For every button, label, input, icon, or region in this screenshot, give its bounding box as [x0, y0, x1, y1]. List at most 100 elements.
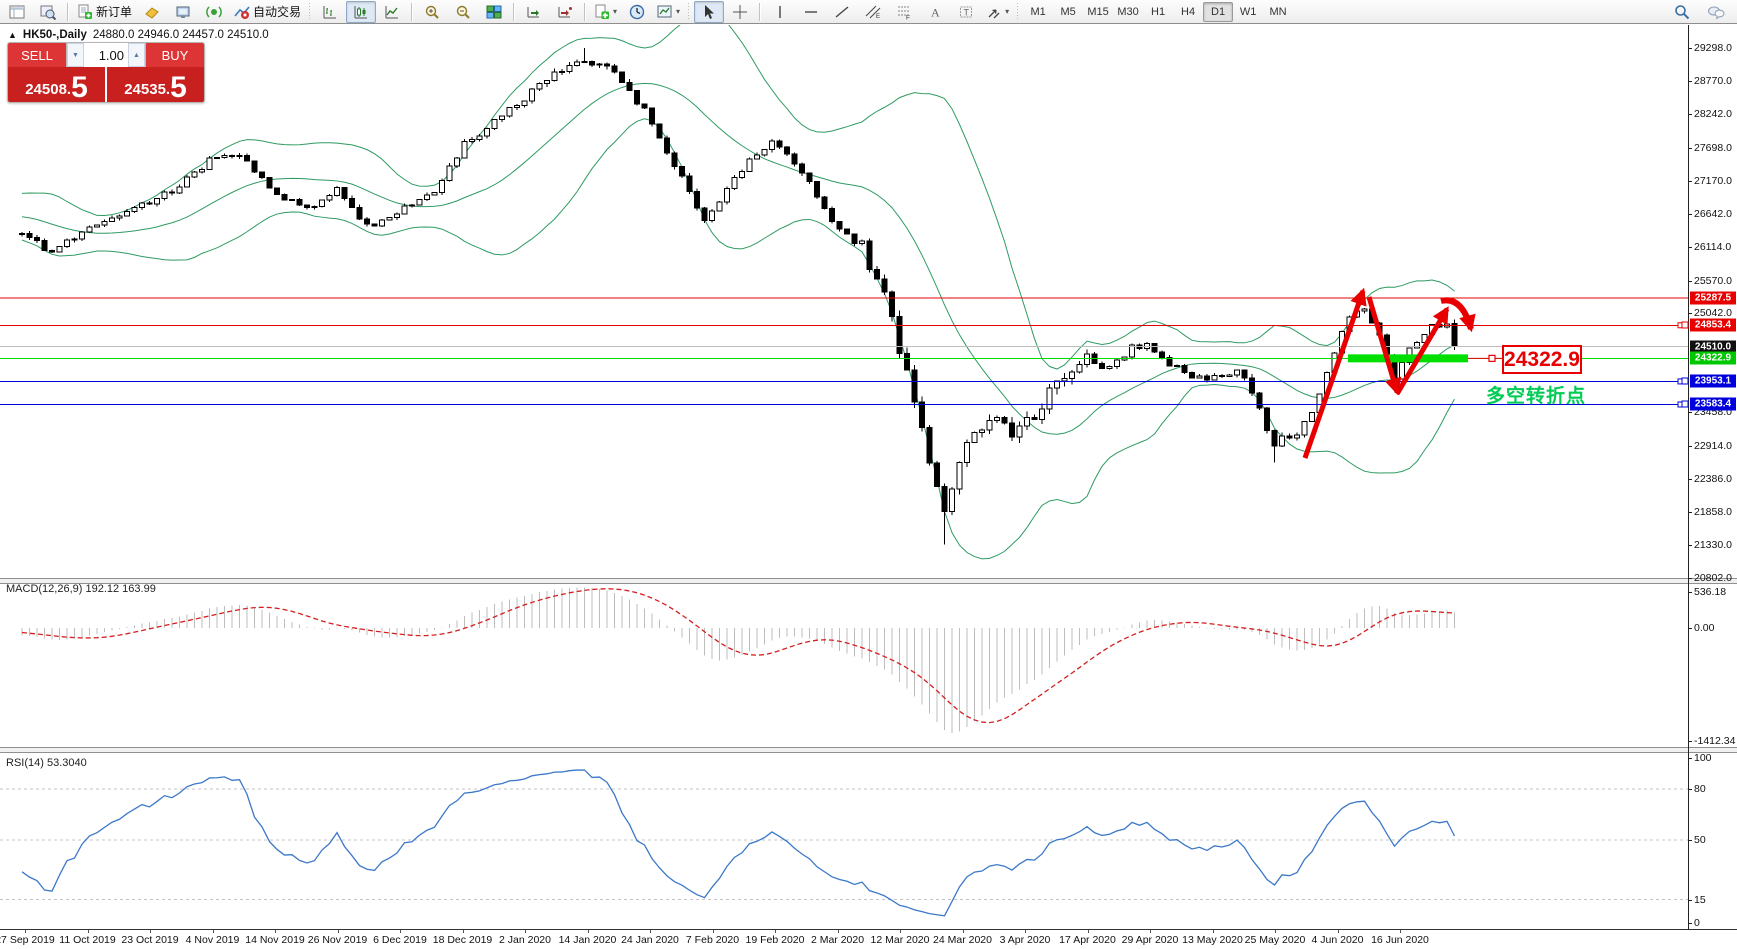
signals-button[interactable] — [199, 1, 229, 23]
price-tick-label: 29298.0 — [1694, 42, 1732, 54]
terminal-button[interactable] — [168, 1, 198, 23]
templates-button[interactable]: ▾ — [653, 1, 684, 23]
buy-button[interactable]: BUY — [146, 43, 204, 67]
price-tick-mark — [1688, 180, 1692, 182]
add-indicator-button[interactable]: ▾ — [590, 1, 621, 23]
trend-arrow-annotations[interactable] — [1302, 287, 1476, 459]
line-chart-button[interactable] — [377, 1, 407, 23]
dropdown-caret: ▾ — [613, 7, 618, 16]
toolbar-grip[interactable] — [1016, 2, 1021, 21]
signals-icon — [206, 5, 222, 18]
price-line-badge: 24322.9 — [1690, 351, 1736, 365]
svg-text:E: E — [876, 14, 880, 20]
candlestick-icon — [354, 5, 368, 18]
timeframe-button-m5[interactable]: M5 — [1060, 5, 1076, 18]
price-tick-mark — [1688, 412, 1692, 414]
pivot-annotation-text[interactable]: 多空转折点 — [1486, 386, 1587, 407]
zoom-in-button[interactable] — [417, 1, 447, 23]
one-click-panel-toggle[interactable]: ▲ — [8, 30, 17, 40]
time-tick-label: 27 Sep 2019 — [0, 934, 55, 946]
fibonacci-tool-button[interactable]: F — [889, 1, 919, 23]
equidistant-channel-tool-button[interactable]: E — [858, 1, 888, 23]
time-tick-label: 2 Jan 2020 — [499, 934, 551, 946]
price-tick-label: 25042.0 — [1694, 307, 1732, 320]
sell-button[interactable]: SELL — [8, 43, 66, 67]
time-tick-mark — [337, 930, 339, 933]
macd-tick-mark — [1688, 741, 1692, 742]
sell-price[interactable]: 24508. 5 — [8, 67, 107, 102]
cursor-tool-button[interactable] — [694, 0, 725, 23]
pane-splitter-rsi[interactable] — [0, 747, 1737, 753]
price-line-badge: 24510.0 — [1690, 340, 1736, 354]
line-handle — [1681, 321, 1689, 329]
price-chart-canvas[interactable] — [0, 25, 1737, 949]
candlestick-chart-button[interactable] — [346, 0, 377, 23]
time-tick-mark — [1212, 930, 1214, 933]
auto-scroll-button[interactable] — [519, 1, 549, 23]
text-label-tool-button[interactable]: T — [951, 1, 981, 23]
dropdown-caret: ▾ — [1005, 7, 1010, 16]
timeframe-button-m30[interactable]: M30 — [1117, 5, 1139, 18]
time-tick-label: 18 Dec 2019 — [432, 934, 493, 946]
timeframe-button-w1[interactable]: W1 — [1239, 5, 1257, 18]
timeframe-button-h1[interactable]: H1 — [1151, 5, 1166, 18]
macd-indicator — [21, 587, 1455, 734]
zoom-out-button[interactable] — [448, 1, 478, 23]
time-tick-mark — [1087, 930, 1089, 933]
timeframe-button-m15[interactable]: M15 — [1087, 5, 1109, 18]
volume-input[interactable]: 1.00 — [98, 47, 124, 63]
toolbar-grip[interactable] — [687, 2, 692, 21]
timeframe-button-mn[interactable]: MN — [1269, 5, 1287, 18]
time-tick-label: 2 Mar 2020 — [810, 934, 865, 946]
new-order-label: 新订单 — [96, 5, 133, 19]
chart-shift-button[interactable] — [550, 1, 580, 23]
price-tick-mark — [1688, 48, 1692, 49]
period-button[interactable] — [622, 1, 652, 23]
trendline-tool-button[interactable] — [827, 1, 857, 23]
timeframe-button-h4[interactable]: H4 — [1181, 5, 1196, 18]
time-tick-label: 11 Oct 2019 — [59, 934, 116, 946]
svg-text:A: A — [931, 5, 940, 19]
new-order-button[interactable]: 新订单 — [73, 1, 136, 23]
volume-increase-button[interactable]: ▲ — [128, 43, 145, 67]
ohlc-values: 24880.0 24946.0 24457.0 24510.0 — [92, 29, 269, 41]
vertical-line-tool-button[interactable] — [765, 1, 795, 23]
tile-windows-button[interactable] — [479, 1, 509, 23]
horizontal-line-tool-button[interactable] — [796, 1, 826, 23]
rsi-tick-label: 50 — [1694, 834, 1706, 846]
time-axis[interactable]: 27 Sep 2019 11 Oct 2019 23 Oct 2019 4 Nov 2… — [0, 930, 1737, 949]
timeframe-button-m1[interactable]: M1 — [1030, 5, 1046, 18]
crosshair-tool-button[interactable] — [725, 1, 755, 23]
time-tick-label: 4 Nov 2019 — [185, 934, 240, 946]
volume-decrease-button[interactable]: ▼ — [67, 43, 84, 67]
text-tool-button[interactable]: A — [920, 1, 950, 23]
market-watch-button[interactable] — [2, 1, 32, 23]
horizontal-level-lines[interactable] — [0, 297, 1688, 408]
bar-chart-button[interactable] — [315, 1, 345, 23]
macd-tick-label: 0.00 — [1694, 622, 1715, 634]
rsi-label: RSI(14) 53.3040 — [6, 757, 87, 769]
buy-price[interactable]: 24535. 5 — [107, 67, 204, 103]
timeframe-button-d1[interactable]: D1 — [1203, 1, 1234, 22]
pane-splitter-macd[interactable] — [0, 578, 1737, 584]
history-center-button[interactable] — [137, 1, 167, 23]
price-level-callout[interactable]: 24322.9 — [1502, 345, 1582, 374]
strategy-tester-button[interactable] — [33, 1, 63, 23]
price-tick-mark — [1688, 80, 1692, 82]
time-tick-label: 23 Oct 2019 — [121, 934, 179, 946]
symbol-period-label: HK50-,Daily — [22, 29, 87, 41]
price-tick-label: 27170.0 — [1694, 174, 1732, 187]
rsi-tick-label: 80 — [1694, 783, 1706, 795]
time-tick-label: 4 Jun 2020 — [1311, 934, 1364, 946]
chat-button[interactable] — [1701, 1, 1731, 23]
search-button[interactable] — [1667, 1, 1697, 23]
autotrading-button[interactable]: 自动交易 — [230, 1, 305, 23]
sell-price-main: 24508 — [25, 81, 67, 98]
time-tick-label: 14 Nov 2019 — [245, 934, 305, 946]
rsi-tick-label: 100 — [1694, 752, 1712, 764]
arrows-tool-button[interactable]: ▾ — [982, 1, 1013, 23]
channel-icon: E — [865, 5, 881, 20]
toolbar-grip[interactable] — [308, 2, 313, 21]
price-tick-label: 21330.0 — [1694, 539, 1732, 552]
time-tick-mark — [275, 930, 276, 933]
